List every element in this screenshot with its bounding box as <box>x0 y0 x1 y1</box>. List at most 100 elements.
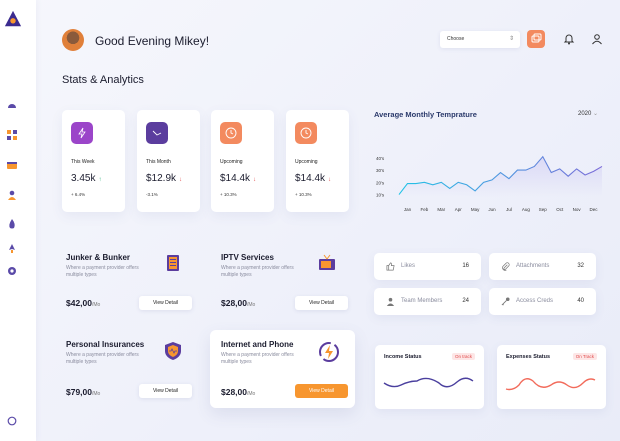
access-creds-card[interactable]: Access Creds 40 <box>489 288 596 315</box>
key-icon <box>501 297 510 306</box>
grid-icon[interactable] <box>7 130 17 140</box>
service-price: $28,00/Mo <box>221 298 256 308</box>
status-badge: On track <box>451 353 475 360</box>
likes-card[interactable]: Likes 16 <box>374 253 481 280</box>
mini-label: Likes <box>401 263 416 269</box>
greeting-text: Good Evening Mikey! <box>95 34 210 48</box>
layers-icon <box>531 33 542 43</box>
stat-value: $14.4k ↓ <box>220 173 257 184</box>
income-status-card[interactable]: Income Status On track <box>375 345 484 409</box>
x-tick-label: May <box>471 207 480 212</box>
stat-change: + 6.4% <box>71 192 86 197</box>
avatar[interactable] <box>62 29 84 51</box>
attachments-card[interactable]: Attachments 32 <box>489 253 596 280</box>
status-badge: On Track <box>572 353 597 360</box>
expenses-sparkline <box>505 378 596 391</box>
x-tick-label: Jan <box>404 207 412 212</box>
chart-line-icon <box>146 122 168 144</box>
view-detail-button[interactable]: View Detail <box>139 384 192 398</box>
lightning-refresh-icon <box>319 342 339 362</box>
stat-label: This Week <box>71 159 95 165</box>
x-tick-label: Sep <box>539 207 548 212</box>
flame-icon[interactable] <box>7 219 17 229</box>
stat-card-this-month[interactable]: This Month $12.9k ↓ -3.1% <box>137 110 200 212</box>
service-desc: Where a payment provider offers multiple… <box>221 352 294 365</box>
dashboard-gauge-icon[interactable] <box>7 100 17 110</box>
stat-card-upcoming[interactable]: Upcoming $14.4k ↓ + 10.3% <box>211 110 274 212</box>
scroll-document-icon <box>167 255 179 271</box>
team-members-card[interactable]: Team Members 24 <box>374 288 481 315</box>
settings-gear-icon[interactable] <box>7 266 17 276</box>
service-title: Internet and Phone <box>221 340 294 349</box>
service-title: Personal Insurances <box>66 340 145 349</box>
mini-label: Access Creds <box>516 298 554 304</box>
mini-value: 40 <box>577 298 584 304</box>
view-detail-button[interactable]: View Detail <box>139 296 192 310</box>
lightning-icon <box>71 122 93 144</box>
temperature-area <box>399 156 602 197</box>
wallet-icon[interactable] <box>7 160 17 170</box>
user-profile-icon[interactable] <box>591 33 603 45</box>
temperature-chart-title: Average Monthly Temprature <box>374 110 477 119</box>
stat-change: -3.1% <box>146 192 158 197</box>
service-price: $28,00/Mo <box>221 387 256 397</box>
x-tick-label: Feb <box>420 207 428 212</box>
x-tick-label: Jun <box>488 207 496 212</box>
mini-label: Attachments <box>516 263 550 269</box>
sidebar <box>0 0 36 441</box>
status-title: Expenses Status <box>506 354 551 360</box>
choose-select[interactable]: Choose ⇕ <box>440 31 520 48</box>
x-tick-label: Dec <box>590 207 599 212</box>
stat-card-this-week[interactable]: This Week 3.45k ↑ + 6.4% <box>62 110 125 212</box>
tv-icon <box>319 254 335 270</box>
mini-value: 24 <box>462 298 469 304</box>
stat-label: This Month <box>146 159 171 165</box>
stat-label: Upcoming <box>220 159 243 165</box>
logo-icon[interactable] <box>4 10 22 28</box>
bell-icon[interactable] <box>563 33 575 45</box>
stat-change: + 10.3% <box>295 192 312 197</box>
service-price: $42,00/Mo <box>66 298 101 308</box>
section-title: Stats & Analytics <box>62 74 144 86</box>
clock-icon <box>295 122 317 144</box>
person-icon <box>386 297 395 306</box>
x-tick-label: Nov <box>573 207 582 212</box>
expenses-status-card[interactable]: Expenses Status On Track <box>497 345 606 409</box>
x-tick-label: Apr <box>455 207 463 212</box>
status-title: Income Status <box>384 354 422 360</box>
service-title: IPTV Services <box>221 253 274 262</box>
x-tick-label: Aug <box>522 207 531 212</box>
clock-icon <box>220 122 242 144</box>
x-tick-label: Jul <box>506 207 512 212</box>
stat-change: + 10.3% <box>220 192 237 197</box>
mini-value: 32 <box>577 263 584 269</box>
service-desc: Where a payment provider offers multiple… <box>66 352 139 365</box>
service-title: Junker & Bunker <box>66 253 131 262</box>
y-tick-label: 30's <box>376 168 385 173</box>
y-tick-label: 40's <box>376 156 385 161</box>
stat-label: Upcoming <box>295 159 318 165</box>
users-icon[interactable] <box>7 190 17 200</box>
choose-select-value: Choose <box>447 36 465 42</box>
income-sparkline <box>383 377 474 388</box>
year-select[interactable]: 2020 ⌄ <box>578 111 599 117</box>
view-detail-button-active[interactable]: View Detail <box>295 384 348 398</box>
service-desc: Where a payment provider offers multiple… <box>66 265 139 278</box>
chevron-updown-icon: ⇕ <box>508 36 514 42</box>
service-internet-phone-card[interactable]: Internet and Phone Where a payment provi… <box>210 330 355 408</box>
y-tick-label: 10's <box>376 193 385 198</box>
y-tick-label: 20's <box>376 180 385 185</box>
temperature-series-line <box>398 155 603 195</box>
service-price: $79,00/Mo <box>66 387 101 397</box>
temperature-line-chart: 40's 30's 20's 10's Jan Feb Mar Apr May Jun Jul Au… <box>376 155 603 212</box>
mini-label: Team Members <box>401 298 443 304</box>
logout-power-icon[interactable] <box>7 416 17 426</box>
layers-button[interactable] <box>527 30 545 48</box>
paperclip-icon <box>502 262 510 271</box>
x-tick-label: Mar <box>437 207 445 212</box>
stat-card-upcoming-2[interactable]: Upcoming $14.4k ↓ + 10.3% <box>286 110 349 212</box>
stat-value: 3.45k ↑ <box>71 173 102 184</box>
view-detail-button[interactable]: View Detail <box>295 296 348 310</box>
rocket-icon[interactable] <box>7 244 17 254</box>
mini-value: 16 <box>462 263 469 269</box>
